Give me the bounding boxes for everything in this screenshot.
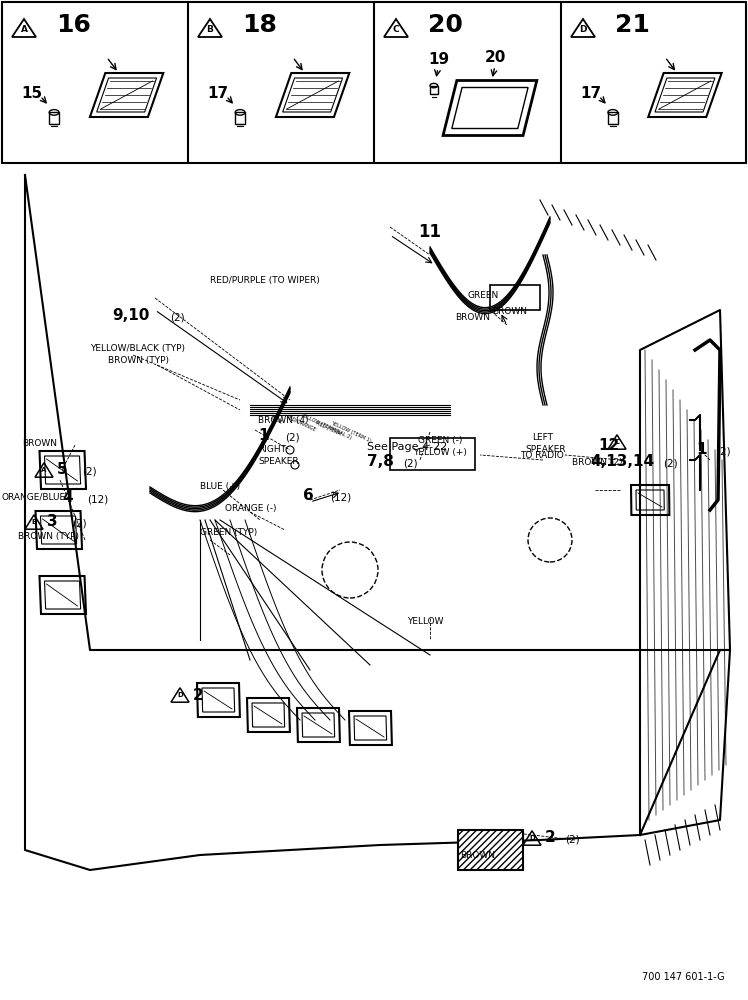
Text: 1: 1 [696, 442, 707, 458]
Text: 1: 1 [258, 428, 269, 442]
Bar [2, 2, 746, 163]
Text: (2): (2) [72, 519, 87, 529]
Text: (2): (2) [663, 459, 678, 469]
Text: (2): (2) [716, 447, 731, 457]
Text: D: D [579, 25, 586, 34]
Text: RED (TERM: RED (TERM [315, 421, 342, 437]
Text: 11: 11 [418, 223, 441, 241]
Text: B: B [31, 519, 37, 525]
Text: 6: 6 [303, 488, 313, 504]
Text: (2): (2) [565, 835, 580, 845]
Text: BROWN: BROWN [455, 314, 490, 322]
Bar [490, 285, 540, 310]
Text: BROWN: BROWN [460, 850, 495, 859]
Text: 5: 5 [57, 462, 67, 478]
Text: 15: 15 [22, 86, 43, 101]
Text: D: D [529, 835, 535, 841]
Text: GREEN (-): GREEN (-) [418, 436, 462, 444]
Text: C: C [614, 439, 619, 445]
Text: A: A [41, 467, 46, 473]
Text: YELLOW: YELLOW [407, 617, 444, 626]
Text: RIGHT: RIGHT [258, 446, 286, 454]
Text: C: C [393, 25, 399, 34]
Text: YELLOW (+): YELLOW (+) [413, 448, 467, 456]
Text: (12): (12) [87, 494, 108, 504]
Text: YELLOW/BLACK (TYP): YELLOW/BLACK (TYP) [90, 344, 185, 353]
Text: 4: 4 [62, 489, 73, 504]
Text: A: A [20, 25, 28, 34]
Bar [49, 112, 59, 124]
Text: 2: 2 [193, 688, 203, 702]
Text: BLUE (+): BLUE (+) [200, 483, 240, 491]
Text: (2): (2) [82, 467, 96, 477]
Text: 20: 20 [428, 13, 463, 37]
Bar [458, 830, 523, 870]
Text: BROWN: BROWN [22, 438, 57, 448]
Text: BLUE: BLUE [270, 415, 283, 425]
Text: 18: 18 [242, 13, 277, 37]
Text: BROWN (4): BROWN (4) [258, 416, 308, 424]
Text: 19: 19 [429, 52, 450, 68]
Text: BROWN (TYP): BROWN (TYP) [108, 356, 169, 364]
Text: 17: 17 [580, 86, 601, 101]
Text: SPEAKER: SPEAKER [258, 456, 298, 466]
Text: YELLOW (TERM 1): YELLOW (TERM 1) [330, 420, 372, 444]
Text: TO RADIO: TO RADIO [520, 450, 564, 460]
Text: See Page 4-22: See Page 4-22 [367, 442, 447, 452]
Text: B: B [206, 25, 213, 34]
Text: 7,8: 7,8 [367, 454, 394, 470]
Text: 21: 21 [615, 13, 650, 37]
Text: ORANGE/BLUE: ORANGE/BLUE [2, 492, 66, 502]
Text: 9,10: 9,10 [112, 308, 150, 322]
Text: BROWN: BROWN [492, 308, 527, 316]
Text: BROWN (TYP): BROWN (TYP) [18, 532, 79, 542]
Text: (2): (2) [285, 432, 300, 442]
Text: GREEN (TYP): GREEN (TYP) [200, 528, 257, 536]
Bar [608, 112, 618, 124]
Text: BROWN (2): BROWN (2) [572, 458, 622, 466]
Text: 12: 12 [598, 438, 619, 452]
Text: ORANGE (-): ORANGE (-) [225, 504, 277, 512]
Text: (12): (12) [330, 493, 352, 503]
Text: RED/PURPLE (TO WIPER): RED/PURPLE (TO WIPER) [210, 275, 319, 284]
Text: 3: 3 [47, 514, 58, 530]
Bar [235, 112, 245, 124]
Text: 17: 17 [207, 86, 229, 101]
Text: 16: 16 [56, 13, 91, 37]
Text: (2): (2) [403, 459, 417, 469]
Text: YELLOW (TERMINAL 2): YELLOW (TERMINAL 2) [300, 412, 352, 440]
Text: GREEN: GREEN [468, 290, 499, 300]
Bar [430, 86, 438, 94]
Text: (2): (2) [170, 312, 185, 322]
Text: 700 147 601-1-G: 700 147 601-1-G [643, 972, 725, 982]
Text: LEFT: LEFT [532, 432, 553, 442]
Text: D: D [177, 692, 183, 698]
Bar [390, 438, 475, 470]
Text: 2: 2 [545, 830, 556, 846]
Text: 20: 20 [484, 50, 506, 66]
Text: RED/ORANGE: RED/ORANGE [285, 414, 317, 432]
Text: 4,13,14: 4,13,14 [590, 454, 654, 470]
Text: SPEAKER: SPEAKER [525, 444, 565, 454]
